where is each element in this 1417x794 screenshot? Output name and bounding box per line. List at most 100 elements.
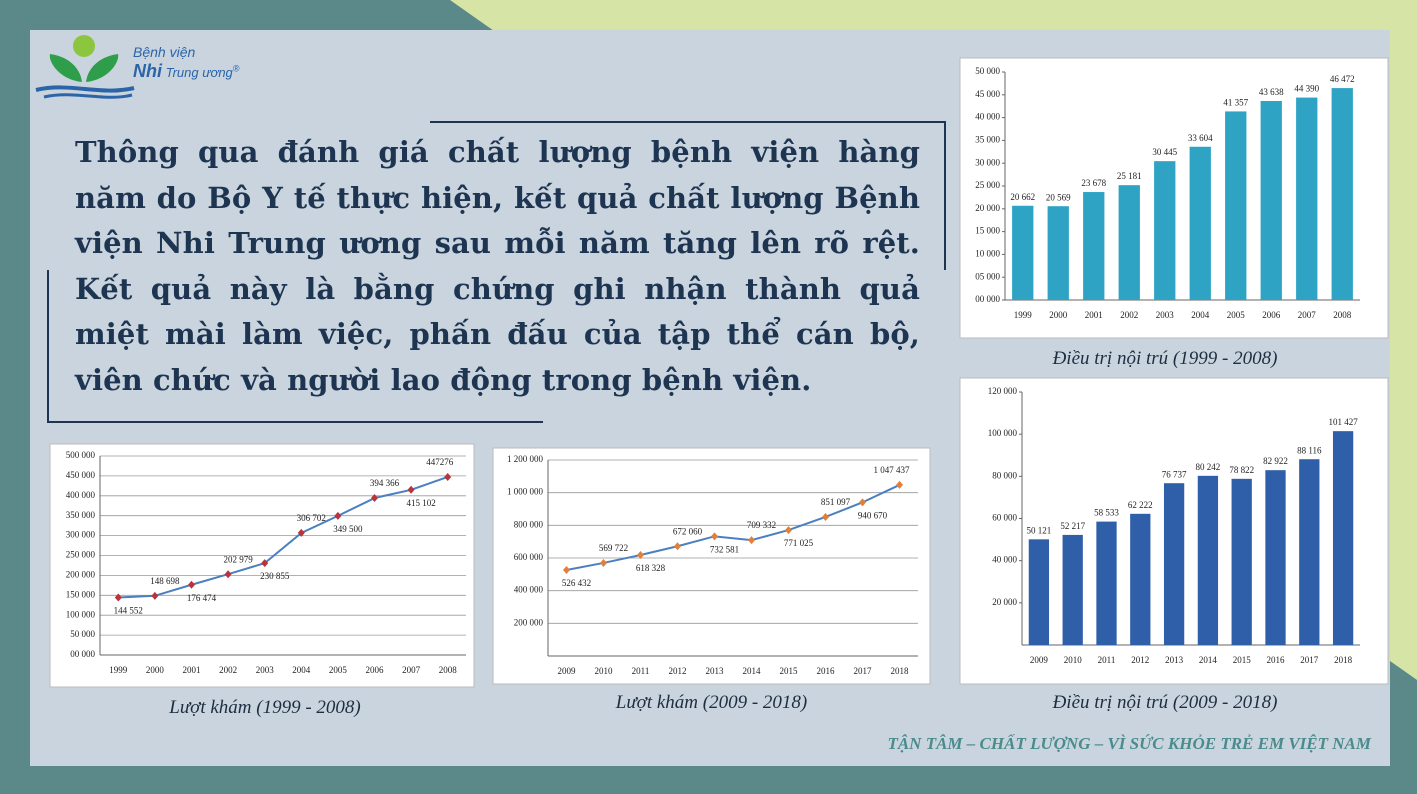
data-label: 230 855 — [260, 571, 290, 581]
x-tick-label: 2016 — [1267, 655, 1286, 665]
logo-text: ® — [232, 63, 240, 74]
x-tick-label: 1999 — [1014, 310, 1033, 320]
y-tick-label: 200 000 — [514, 617, 544, 627]
bar — [1047, 206, 1069, 300]
marker — [785, 526, 792, 535]
x-tick-label: 2003 — [256, 665, 275, 675]
frame-line — [47, 270, 543, 423]
x-tick-label: 2009 — [558, 666, 577, 676]
data-label: 771 025 — [784, 538, 814, 548]
x-tick-label: 2018 — [891, 666, 910, 676]
y-tick-label: 1 000 000 — [507, 487, 544, 497]
y-tick-label: 00 000 — [70, 649, 95, 659]
data-label: 88 116 — [1297, 445, 1322, 455]
x-tick-label: 2004 — [1191, 310, 1210, 320]
y-tick-label: 800 000 — [514, 519, 544, 529]
logo-icon — [35, 35, 135, 99]
y-tick-label: 50 000 — [975, 66, 1000, 76]
y-tick-label: 600 000 — [514, 552, 544, 562]
x-tick-label: 2003 — [1156, 310, 1175, 320]
y-tick-label: 350 000 — [66, 510, 96, 520]
logo-text: Bệnh viện — [133, 44, 196, 60]
data-label: 82 922 — [1263, 456, 1288, 466]
x-tick-label: 2014 — [743, 666, 762, 676]
y-tick-label: 05 000 — [975, 271, 1000, 281]
x-tick-label: 2017 — [1300, 655, 1319, 665]
x-tick-label: 2006 — [366, 665, 385, 675]
y-tick-label: 80 000 — [992, 470, 1017, 480]
marker — [444, 472, 452, 481]
data-label: 20 569 — [1046, 192, 1071, 202]
marker — [188, 580, 195, 589]
y-tick-label: 500 000 — [66, 450, 96, 460]
marker — [224, 570, 232, 579]
bar — [1062, 534, 1083, 645]
data-label: 202 979 — [223, 554, 253, 564]
marker — [674, 542, 681, 551]
marker — [896, 480, 903, 489]
x-tick-label: 2007 — [1298, 310, 1317, 320]
y-tick-label: 400 000 — [66, 490, 96, 500]
logo: Bệnh viện Nhi Trung ương® — [133, 44, 239, 82]
bar — [1265, 470, 1286, 645]
y-tick-label: 100 000 — [66, 609, 96, 619]
data-label: 44 390 — [1294, 84, 1319, 94]
x-tick-label: 2012 — [669, 666, 687, 676]
x-tick-label: 2017 — [854, 666, 873, 676]
chart-caption: Lượt khám (2009 - 2018) — [615, 692, 808, 713]
bar — [1154, 161, 1176, 300]
x-tick-label: 2006 — [1262, 310, 1281, 320]
x-tick-label: 2007 — [402, 665, 421, 675]
data-label: 50 121 — [1027, 525, 1052, 535]
bar — [1118, 185, 1140, 300]
x-tick-label: 2001 — [1085, 310, 1103, 320]
x-tick-label: 2013 — [1165, 655, 1184, 665]
data-label: 709 332 — [747, 520, 776, 530]
marker — [711, 532, 718, 541]
y-tick-label: 100 000 — [988, 428, 1018, 438]
data-label: 672 060 — [673, 526, 703, 536]
logo-text: Trung ương — [165, 65, 233, 80]
y-tick-label: 00 000 — [975, 294, 1000, 304]
data-label: 176 474 — [187, 593, 217, 603]
marker — [859, 498, 866, 507]
bar — [1189, 146, 1211, 300]
chart-caption: Điều trị nội trú (2009 - 2018) — [1052, 692, 1278, 713]
data-label: 41 357 — [1223, 97, 1248, 107]
data-label: 394 366 — [370, 478, 400, 488]
x-tick-label: 2004 — [292, 665, 311, 675]
y-tick-label: 150 000 — [66, 589, 96, 599]
x-tick-label: 2015 — [1233, 655, 1252, 665]
y-tick-label: 15 000 — [975, 226, 1000, 236]
x-tick-label: 2011 — [632, 666, 650, 676]
y-tick-label: 40 000 — [992, 555, 1017, 565]
marker — [600, 558, 607, 567]
x-tick-label: 2008 — [439, 665, 458, 675]
bar — [1028, 539, 1050, 645]
marker — [822, 512, 829, 521]
x-tick-label: 2013 — [706, 666, 725, 676]
chart-box — [49, 443, 475, 688]
x-tick-label: 2015 — [780, 666, 799, 676]
bar — [1096, 521, 1117, 645]
marker — [334, 511, 342, 520]
data-label: 415 102 — [406, 498, 435, 508]
y-tick-label: 250 000 — [66, 550, 96, 560]
x-tick-label: 2000 — [146, 665, 165, 675]
data-label: 46 472 — [1330, 74, 1355, 84]
bar — [1296, 97, 1318, 300]
chart-caption: Lượt khám (1999 - 2008) — [169, 697, 361, 718]
bar — [1331, 88, 1353, 300]
y-tick-label: 40 000 — [975, 112, 1000, 122]
marker — [371, 494, 378, 503]
x-tick-label: 2010 — [1064, 655, 1083, 665]
data-label: 43 638 — [1259, 87, 1284, 97]
data-label: 80 242 — [1196, 462, 1221, 472]
y-tick-label: 200 000 — [66, 569, 96, 579]
y-tick-label: 20 000 — [975, 203, 1000, 213]
data-label: 76 737 — [1162, 469, 1187, 479]
marker — [261, 559, 269, 568]
marker — [407, 485, 415, 494]
y-tick-label: 10 000 — [975, 248, 1000, 258]
